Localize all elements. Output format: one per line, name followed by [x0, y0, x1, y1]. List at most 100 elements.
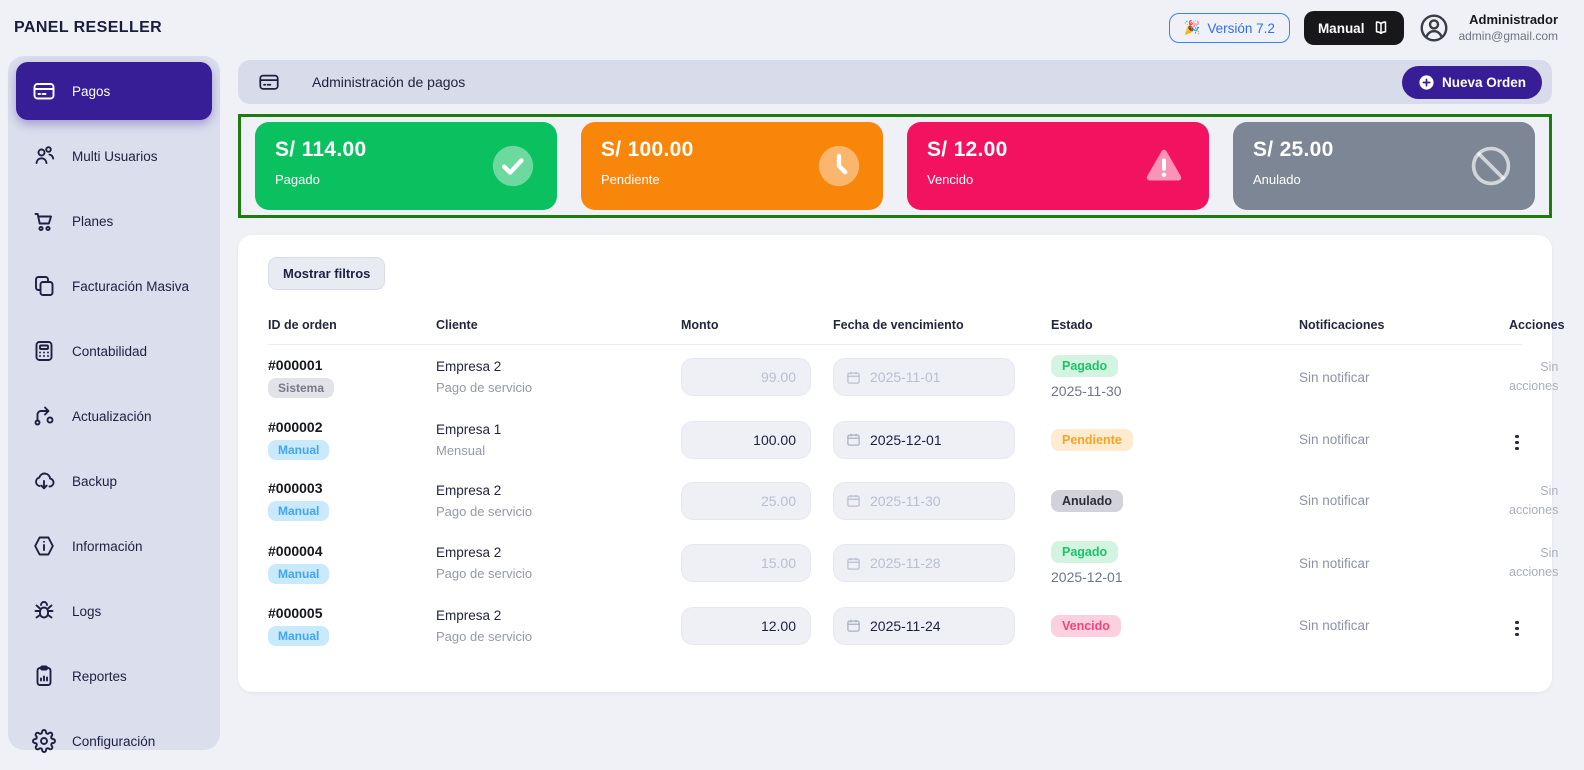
- sidebar-item-configuracion[interactable]: Configuración: [16, 712, 212, 770]
- manual-button[interactable]: Manual: [1303, 11, 1405, 45]
- client-name: Empresa 2: [436, 359, 502, 374]
- order-id: #000005: [268, 605, 323, 621]
- plus-circle-icon: [1418, 74, 1435, 91]
- info-hexagon-icon: [32, 534, 56, 558]
- show-filters-button[interactable]: Mostrar filtros: [268, 257, 386, 290]
- route-update-icon: [32, 404, 56, 428]
- sidebar-item-facturacion-masiva[interactable]: Facturación Masiva: [16, 257, 212, 315]
- sidebar-item-planes[interactable]: Planes: [16, 192, 212, 250]
- calendar-icon: [846, 556, 861, 571]
- client-name: Empresa 2: [436, 607, 502, 623]
- client-concept: Pago de servicio: [436, 566, 533, 581]
- page-title: Administración de pagos: [312, 74, 466, 90]
- sidebar-item-logs[interactable]: Logs: [16, 582, 212, 640]
- no-actions-label: Sin acciones: [1509, 360, 1559, 393]
- credit-card-icon: [258, 71, 280, 93]
- stat-label: Pagado: [275, 172, 320, 187]
- due-date-input[interactable]: 2025-12-01: [833, 420, 1015, 459]
- row-actions-menu-icon[interactable]: [1509, 431, 1525, 455]
- stat-label: Pendiente: [601, 172, 660, 187]
- col-status: Estado: [1051, 318, 1093, 332]
- status-badge: Pagado: [1051, 541, 1119, 563]
- stat-amount: S/ 100.00: [601, 138, 694, 161]
- calendar-icon: [846, 493, 861, 508]
- client-name: Empresa 2: [436, 482, 502, 498]
- status-badge: Pendiente: [1051, 428, 1133, 451]
- notifications-cell: Sin notificar: [1299, 493, 1370, 508]
- book-icon: [1372, 19, 1390, 37]
- page-header-bar: Administración de pagos Nueva Orden: [238, 60, 1552, 104]
- amount-input: [681, 544, 811, 582]
- payments-table-card: Mostrar filtros ID de orden Cliente Mont…: [238, 235, 1565, 692]
- warning-triangle-icon: [1141, 144, 1187, 188]
- amount-input[interactable]: [681, 420, 811, 459]
- stat-amount: S/ 12.00: [927, 138, 1008, 161]
- copy-pages-icon: [32, 274, 56, 298]
- amount-input[interactable]: [681, 606, 811, 645]
- sidebar-item-label: Contabilidad: [72, 343, 148, 359]
- due-date-value: 2025-11-01: [870, 369, 941, 385]
- shopping-cart-icon: [32, 209, 56, 233]
- stat-label: Anulado: [1253, 172, 1301, 187]
- notifications-cell: Sin notificar: [1299, 369, 1370, 385]
- table-row: #000004 Manual Empresa 2 Pago de servici…: [268, 531, 1558, 595]
- col-notifications: Notificaciones: [1299, 318, 1385, 332]
- version-button[interactable]: 🎉 Versión 7.2: [1168, 13, 1290, 43]
- order-id: #000001: [268, 356, 323, 373]
- sidebar-item-label: Multi Usuarios: [72, 148, 158, 164]
- source-badge: Manual: [268, 501, 330, 521]
- sidebar-item-label: Planes: [72, 213, 114, 229]
- sidebar-item-informacion[interactable]: Información: [16, 517, 212, 575]
- stat-amount: S/ 25.00: [1253, 138, 1334, 161]
- sidebar-item-label: Facturación Masiva: [72, 278, 190, 294]
- prohibited-icon: [1469, 144, 1513, 188]
- sidebar-item-contabilidad[interactable]: Contabilidad: [16, 322, 212, 380]
- calendar-icon: [846, 432, 861, 447]
- due-date-value: 2025-12-01: [870, 431, 942, 448]
- stat-card-pendiente: S/ 100.00 Pendiente: [581, 122, 883, 210]
- source-badge: Manual: [268, 563, 330, 584]
- user-menu[interactable]: Administrador admin@gmail.com: [1418, 12, 1558, 44]
- due-date-input[interactable]: 2025-11-24: [833, 606, 1015, 645]
- stat-card-anulado: S/ 25.00 Anulado: [1233, 122, 1535, 210]
- user-email: admin@gmail.com: [1458, 28, 1558, 43]
- credit-card-icon: [32, 79, 56, 103]
- status-date: 2025-12-01: [1051, 569, 1123, 585]
- app-title: PANEL RESELLER: [14, 19, 163, 36]
- manual-label: Manual: [1317, 20, 1365, 36]
- topbar: PANEL RESELLER 🎉 Versión 7.2 Manual Admi…: [0, 0, 1584, 56]
- stat-label: Vencido: [927, 172, 974, 187]
- avatar-icon: [1418, 12, 1450, 44]
- no-actions-label: Sin acciones: [1509, 483, 1559, 517]
- notifications-cell: Sin notificar: [1299, 555, 1370, 571]
- sidebar-item-actualizacion[interactable]: Actualización: [16, 387, 212, 445]
- client-name: Empresa 1: [436, 421, 502, 437]
- sidebar-item-reportes[interactable]: Reportes: [16, 647, 212, 705]
- stat-card-vencido: S/ 12.00 Vencido: [907, 122, 1209, 210]
- new-order-button[interactable]: Nueva Orden: [1401, 65, 1542, 99]
- sidebar-item-label: Logs: [72, 603, 102, 619]
- col-client: Cliente: [436, 318, 478, 332]
- table-row: #000002 Manual Empresa 1 Mensual 2025-12…: [268, 409, 1522, 470]
- sidebar-item-label: Backup: [72, 473, 118, 489]
- sidebar-item-pagos[interactable]: Pagos: [16, 62, 212, 120]
- col-order-id: ID de orden: [268, 318, 337, 332]
- order-id: #000003: [268, 480, 323, 496]
- user-name: Administrador: [1469, 12, 1558, 28]
- client-concept: Pago de servicio: [436, 628, 533, 644]
- users-icon: [32, 144, 56, 168]
- party-popper-icon: 🎉: [1183, 20, 1201, 35]
- check-circle-icon: [491, 144, 535, 188]
- cloud-download-icon: [32, 469, 56, 493]
- client-concept: Pago de servicio: [436, 380, 533, 395]
- row-actions-menu-icon[interactable]: [1509, 617, 1525, 641]
- calendar-icon: [846, 370, 861, 385]
- client-name: Empresa 2: [436, 545, 502, 560]
- due-date-value: 2025-11-24: [870, 617, 941, 634]
- sidebar-item-backup[interactable]: Backup: [16, 452, 212, 510]
- status-badge: Anulado: [1051, 489, 1123, 512]
- col-amount: Monto: [681, 318, 719, 332]
- order-id: #000002: [268, 419, 323, 435]
- gear-icon: [32, 729, 56, 753]
- sidebar-item-multi-usuarios[interactable]: Multi Usuarios: [16, 127, 212, 185]
